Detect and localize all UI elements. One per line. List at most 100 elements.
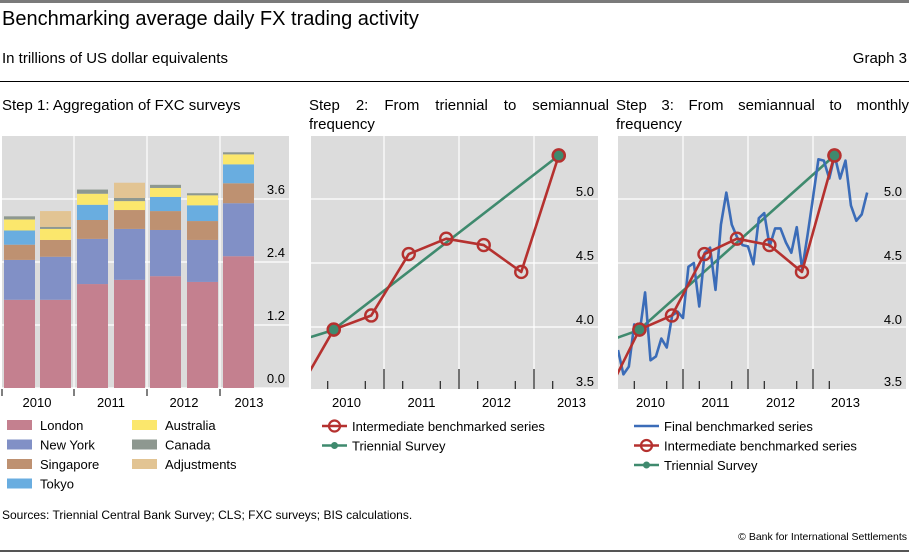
intermediate-point-marker (697, 246, 712, 262)
bottom-border (0, 550, 909, 552)
bar-segment-singapore (77, 220, 108, 239)
step1-title: Step 1: Aggregation of FXC surveys (2, 97, 241, 114)
legend-marker-intermediate (327, 419, 342, 433)
bar-segment-singapore (4, 244, 35, 260)
bar-segment-tokyo (77, 204, 108, 220)
bar-segment-london (223, 256, 254, 388)
step1-xtick-label: 2012 (170, 395, 199, 410)
legend-label-new-york: New York (40, 438, 95, 453)
legend-marker-triennial (331, 442, 338, 449)
intermediate-point-marker (514, 264, 529, 280)
bar-segment-canada (40, 226, 71, 229)
bar-segment-new-york (40, 256, 71, 300)
bar-segment-tokyo (223, 164, 254, 184)
bar-segment-tokyo (4, 230, 35, 245)
legend-label-triennial: Triennial Survey (664, 458, 758, 473)
bar-segment-new-york (150, 229, 181, 277)
bar-segment-canada (223, 152, 254, 155)
bar-segment-adjustments (114, 182, 145, 198)
legend-label-intermediate: Intermediate benchmarked series (664, 439, 857, 454)
step2-xtick-label: 2010 (332, 395, 361, 410)
bar-segment-london (77, 284, 108, 388)
bar-segment-canada (114, 197, 145, 202)
legend-swatch-london (7, 420, 32, 430)
step1-ytick-label: 0.0 (267, 371, 285, 386)
intermediate-point-marker (664, 308, 680, 323)
bar-segment-london (4, 299, 35, 388)
legend-swatch-tokyo (7, 478, 32, 489)
intermediate-point-marker (729, 231, 745, 246)
triennial-point-marker (326, 322, 341, 337)
intermediate-point-marker (794, 264, 810, 280)
intermediate-point-marker (364, 308, 379, 323)
bar-segment-london (187, 281, 218, 388)
step3-ytick-label: 4.0 (884, 312, 902, 327)
bar-segment-canada (4, 216, 35, 220)
bar-segment-australia (40, 228, 71, 240)
legend-label-london: London (40, 418, 83, 433)
bar-segment-australia (114, 201, 145, 211)
graph-title: Benchmarking average daily FX trading ac… (2, 8, 419, 30)
bar-segment-london (40, 299, 71, 388)
step3-ytick-label: 5.0 (884, 184, 902, 199)
legend-marker-triennial (643, 461, 650, 469)
bar-segment-london (114, 279, 145, 388)
intermediate-point-marker (439, 231, 454, 246)
legend-label-intermediate: Intermediate benchmarked series (352, 419, 545, 434)
triennial-point-marker (827, 148, 842, 163)
step2-xtick-label: 2012 (482, 395, 511, 410)
step3-xtick-label: 2010 (636, 395, 665, 410)
step2-xtick-label: 2013 (557, 395, 586, 410)
bar-segment-new-york (187, 239, 218, 282)
bar-segment-adjustments (40, 211, 71, 227)
bar-segment-australia (150, 187, 181, 197)
legend-label-canada: Canada (165, 438, 211, 453)
step2-line-chart: 2010 2011 2012 2013 3.5 4.0 4.5 5.0 Intermediate… (311, 136, 598, 454)
step2-ytick-label: 4.0 (576, 312, 594, 327)
legend-swatch-adjustments (132, 459, 157, 469)
legend-swatch-singapore (7, 459, 32, 469)
legend-marker-intermediate (639, 438, 654, 453)
legend-swatch-new-york (7, 439, 32, 450)
step1-xtick-label: 2010 (23, 395, 52, 410)
step1-ytick-label: 2.4 (267, 245, 285, 260)
bar-segment-singapore (150, 211, 181, 230)
step3-series (618, 148, 869, 376)
bar-segment-london (150, 276, 181, 388)
legend-swatch-canada (132, 439, 157, 450)
step2-title: Step 2: From triennial to semiannual fre… (309, 97, 609, 133)
triennial-point-marker (632, 322, 647, 337)
legend-label-tokyo: Tokyo (40, 477, 74, 492)
legend-swatch-australia (132, 420, 157, 430)
legend-label-triennial: Triennial Survey (352, 439, 446, 454)
intermediate-point-marker (762, 237, 777, 253)
legend-label-australia: Australia (165, 418, 216, 433)
step2-ytick-label: 3.5 (576, 374, 594, 389)
intermediate-point-marker (476, 237, 491, 253)
bar-segment-tokyo (150, 196, 181, 212)
bar-segment-canada (150, 184, 181, 188)
copyright-note: © Bank for International Settlements (738, 531, 907, 543)
step2-ytick-label: 5.0 (576, 184, 594, 199)
top-border (0, 0, 909, 3)
sources-note: Sources: Triennial Central Bank Survey; … (2, 508, 413, 522)
step2-ytick-label: 4.5 (576, 248, 594, 263)
bar-segment-singapore (187, 221, 218, 240)
bar-segment-singapore (114, 210, 145, 229)
bar-segment-australia (4, 219, 35, 231)
step3-xtick-label: 2012 (766, 395, 795, 410)
graph-subtitle: In trillions of US dollar equivalents (2, 50, 228, 67)
legend-label-adjustments: Adjustments (165, 457, 237, 472)
bar-segment-canada (77, 189, 108, 194)
step3-ytick-label: 3.5 (884, 374, 902, 389)
bar-segment-singapore (223, 183, 254, 204)
intermediate-point-marker (401, 246, 416, 262)
triennial-point-marker (551, 148, 566, 163)
bar-segment-australia (187, 195, 218, 206)
legend-label-singapore: Singapore (40, 457, 99, 472)
series-line-final-benchmarked (618, 154, 869, 376)
bar-segment-canada (187, 193, 218, 196)
bar-segment-tokyo (187, 205, 218, 222)
bar-segment-new-york (114, 228, 145, 280)
step2-xtick-label: 2011 (408, 395, 436, 410)
